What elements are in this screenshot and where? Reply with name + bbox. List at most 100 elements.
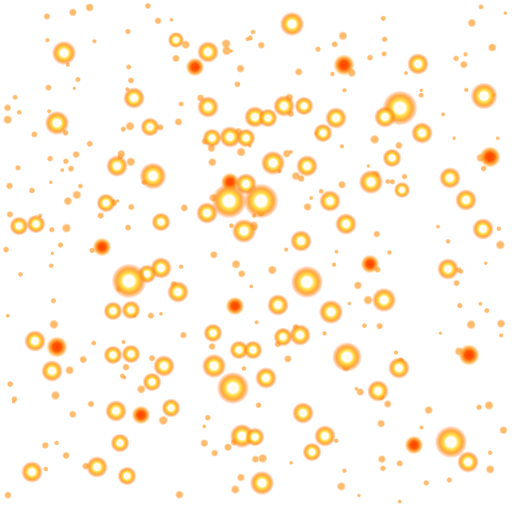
- bright-glow-particle: [211, 183, 247, 219]
- bright-glow-particle: [319, 190, 341, 212]
- small-dot: [207, 157, 217, 167]
- small-dot: [68, 410, 77, 419]
- small-dot: [122, 363, 130, 372]
- small-dot: [495, 240, 506, 250]
- bright-glow-particle: [219, 126, 241, 148]
- small-dot: [487, 43, 497, 52]
- bright-glow-particle: [24, 330, 46, 352]
- small-dot: [148, 354, 156, 362]
- small-dot: [178, 101, 185, 107]
- bright-glow-particle: [457, 451, 479, 473]
- small-dot: [96, 211, 105, 220]
- bright-glow-particle: [117, 466, 137, 486]
- small-dot: [383, 399, 392, 409]
- small-dot: [446, 476, 453, 484]
- bright-glow-particle: [260, 150, 286, 176]
- small-dot: [67, 165, 75, 173]
- small-dot: [62, 158, 70, 165]
- bright-glow-particle: [455, 189, 477, 211]
- bright-glow-particle: [103, 345, 123, 365]
- small-dot: [250, 29, 256, 35]
- small-dot: [2, 114, 13, 125]
- bright-glow-particle: [388, 357, 410, 379]
- bright-glow-particle: [151, 212, 171, 232]
- bright-glow-particle: [382, 148, 402, 168]
- small-dot: [331, 40, 339, 48]
- bright-glow-particle: [231, 218, 257, 244]
- small-dot: [435, 224, 441, 229]
- small-dot: [438, 331, 443, 336]
- small-dot: [62, 451, 71, 460]
- small-dot: [401, 173, 408, 180]
- small-dot: [329, 71, 336, 77]
- small-dot: [30, 130, 38, 138]
- small-dot: [294, 67, 303, 76]
- small-dot: [376, 322, 384, 330]
- small-dot: [379, 465, 387, 472]
- small-dot: [85, 3, 95, 12]
- small-dot: [180, 203, 189, 212]
- small-dot: [498, 332, 504, 338]
- small-dot: [237, 269, 246, 278]
- bright-glow-particle: [202, 128, 222, 148]
- small-dot: [158, 311, 164, 316]
- bright-glow-particle: [51, 40, 77, 66]
- small-dot: [87, 400, 95, 408]
- small-dot: [453, 279, 461, 287]
- hot-glow-particle: [185, 57, 205, 77]
- small-dot: [86, 140, 94, 148]
- small-dot: [361, 322, 368, 329]
- bright-glow-particle: [167, 31, 185, 49]
- bright-glow-particle: [411, 122, 433, 144]
- small-dot: [5, 313, 11, 319]
- small-dot: [221, 38, 232, 49]
- small-dot: [366, 54, 374, 61]
- small-dot: [63, 196, 73, 206]
- hot-glow-particle: [458, 344, 480, 366]
- bright-glow-particle: [103, 301, 123, 321]
- bright-glow-particle: [258, 108, 278, 128]
- small-dot: [338, 31, 348, 41]
- bright-glow-particle: [255, 367, 277, 389]
- bright-glow-particle: [41, 360, 63, 382]
- small-dot: [384, 178, 391, 185]
- small-dot: [386, 249, 393, 256]
- small-dot: [236, 64, 245, 73]
- small-dot: [467, 18, 477, 28]
- bright-glow-particle: [289, 324, 311, 346]
- bright-glow-particle: [332, 342, 362, 372]
- small-dot: [136, 384, 146, 394]
- small-dot: [16, 109, 23, 116]
- bright-glow-particle: [335, 213, 357, 235]
- small-dot: [267, 265, 278, 275]
- small-dot: [403, 70, 409, 76]
- small-dot: [487, 450, 493, 456]
- small-dot: [50, 251, 55, 256]
- bright-glow-particle: [203, 323, 223, 343]
- small-dot: [341, 468, 347, 474]
- small-dot: [50, 390, 61, 401]
- small-dot: [424, 405, 433, 415]
- bright-glow-particle: [196, 202, 218, 224]
- small-dot: [50, 297, 57, 304]
- small-dot: [456, 302, 463, 309]
- small-dot: [72, 150, 80, 159]
- small-dot: [478, 301, 483, 307]
- small-dot: [41, 441, 50, 450]
- small-dot: [393, 349, 399, 356]
- small-dot: [5, 182, 14, 190]
- small-dot: [321, 330, 328, 336]
- small-dot: [336, 481, 346, 491]
- bright-glow-particle: [21, 461, 43, 483]
- bright-glow-particle: [472, 218, 494, 240]
- bright-glow-particle: [367, 380, 389, 402]
- bright-glow-particle: [161, 398, 181, 418]
- bright-glow-particle: [296, 155, 318, 177]
- small-dot: [208, 342, 217, 351]
- bright-glow-particle: [229, 340, 249, 360]
- small-dot: [43, 466, 49, 472]
- small-dot: [356, 493, 361, 498]
- small-dot: [356, 387, 365, 397]
- small-dot: [3, 103, 12, 112]
